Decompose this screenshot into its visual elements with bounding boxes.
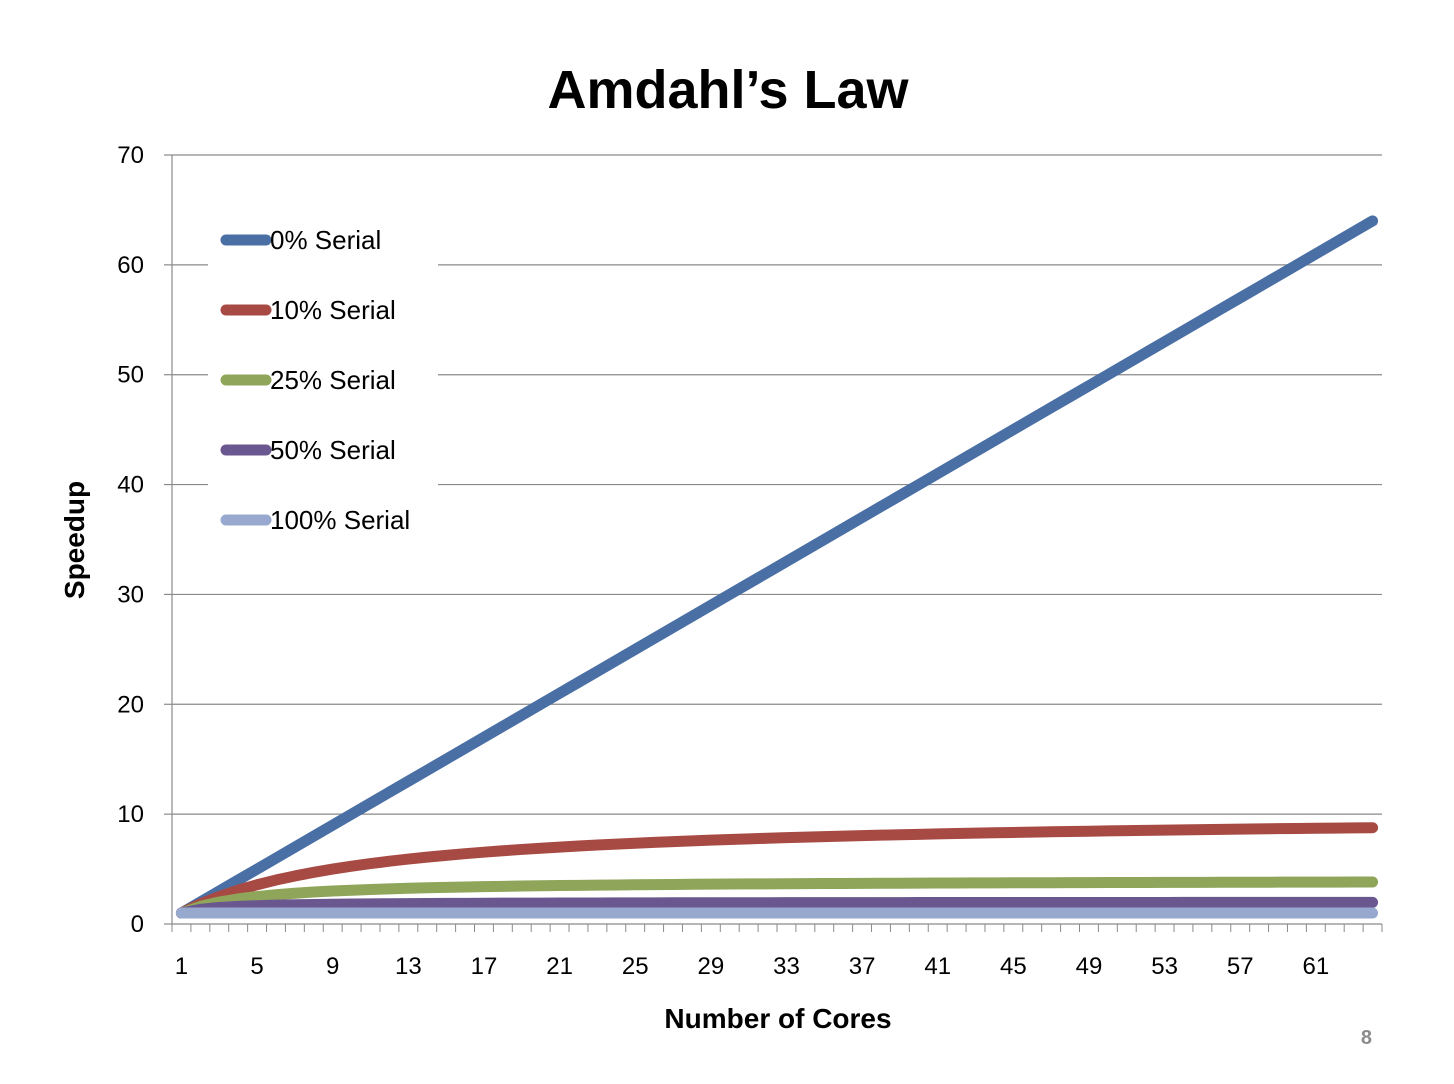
x-tick-label: 5 [250, 953, 263, 980]
x-axis: 1 5 9 13 17 21 25 29 33 37 41 45 49 53 57 61 [171, 923, 1383, 980]
x-tick-label: 49 [1076, 953, 1103, 980]
x-tick-label: 33 [773, 953, 800, 980]
y-axis: 0 10 20 30 40 50 60 70 [117, 142, 173, 938]
y-tick-label: 60 [117, 252, 144, 279]
y-tick-label: 0 [131, 911, 144, 938]
x-tick-label: 1 [175, 953, 188, 980]
y-tick-label: 20 [117, 691, 144, 718]
legend-label: 100% Serial [270, 505, 410, 535]
x-tick-label: 61 [1302, 953, 1329, 980]
legend-label: 25% Serial [270, 365, 396, 395]
x-tick-label: 45 [1000, 953, 1027, 980]
series-line [175, 822, 1379, 919]
y-tick-label: 50 [117, 362, 144, 389]
x-tick-label: 13 [395, 953, 422, 980]
x-tick-label: 21 [546, 953, 573, 980]
x-tick-label: 17 [471, 953, 498, 980]
y-tick-label: 30 [117, 581, 144, 608]
series-lines [175, 215, 1379, 919]
series-line [175, 215, 1379, 919]
x-tick-label: 29 [697, 953, 724, 980]
legend-label: 10% Serial [270, 295, 396, 325]
x-tick-label: 53 [1151, 953, 1178, 980]
legend: 0% Serial 10% Serial 25% Serial 50% Serial 1… [208, 210, 438, 550]
x-tick-label: 25 [622, 953, 649, 980]
x-tick-label: 9 [326, 953, 339, 980]
y-tick-label: 40 [117, 472, 144, 499]
y-axis-label: Speedup [59, 481, 90, 599]
x-tick-label: 37 [849, 953, 876, 980]
y-tick-label: 70 [117, 142, 144, 169]
chart-title: Amdahl’s Law [547, 60, 909, 120]
x-tick-label: 41 [924, 953, 951, 980]
y-tick-label: 10 [117, 801, 144, 828]
series-line [175, 876, 1379, 919]
page-number: 8 [1361, 1027, 1372, 1049]
legend-label: 0% Serial [270, 225, 381, 255]
x-axis-label: Number of Cores [664, 1003, 891, 1034]
x-tick-label: 57 [1227, 953, 1254, 980]
legend-label: 50% Serial [270, 435, 396, 465]
series-line [175, 896, 1379, 919]
